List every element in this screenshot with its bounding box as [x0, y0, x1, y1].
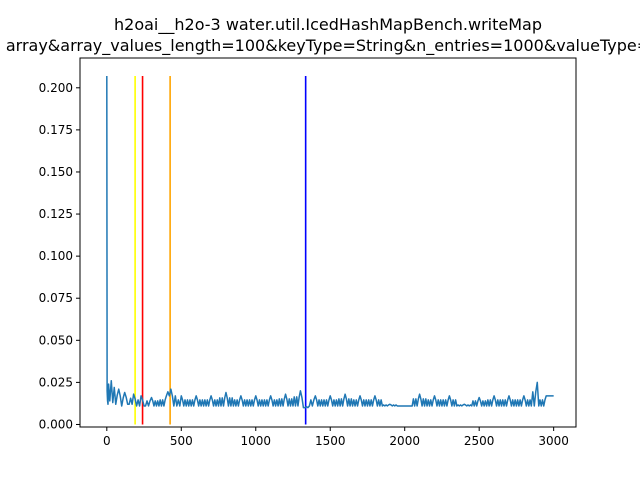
x-tick-label: 1000	[240, 434, 271, 448]
axes: 0 500 1000 1500 2000 2500 3000 0.000 0.025 0.050 0…	[39, 57, 577, 448]
chart-title-line-1: h2oai__h2o-3 water.util.IcedHashMapBench…	[114, 15, 542, 35]
y-tick-label: 0.150	[39, 165, 73, 179]
y-tick-label: 0.075	[39, 291, 73, 305]
x-tick-label: 3000	[538, 434, 569, 448]
series-line-1	[106, 76, 554, 409]
plot-area	[106, 76, 554, 425]
x-tick-label: 2000	[389, 434, 420, 448]
axes-frame	[79, 57, 577, 428]
x-tick-label: 500	[170, 434, 193, 448]
x-tick-label: 2500	[464, 434, 495, 448]
y-tick-label: 0.000	[39, 417, 73, 431]
y-tick-label: 0.050	[39, 333, 73, 347]
y-tick-label: 0.025	[39, 375, 73, 389]
y-tick-label: 0.200	[39, 81, 73, 95]
x-tick-label: 1500	[315, 434, 346, 448]
y-tick-label: 0.175	[39, 123, 73, 137]
x-tick-label: 0	[103, 434, 111, 448]
y-tick-label: 0.125	[39, 207, 73, 221]
chart-title-line-2: array&array_values_length=100&keyType=St…	[6, 36, 640, 56]
y-tick-label: 0.100	[39, 249, 73, 263]
